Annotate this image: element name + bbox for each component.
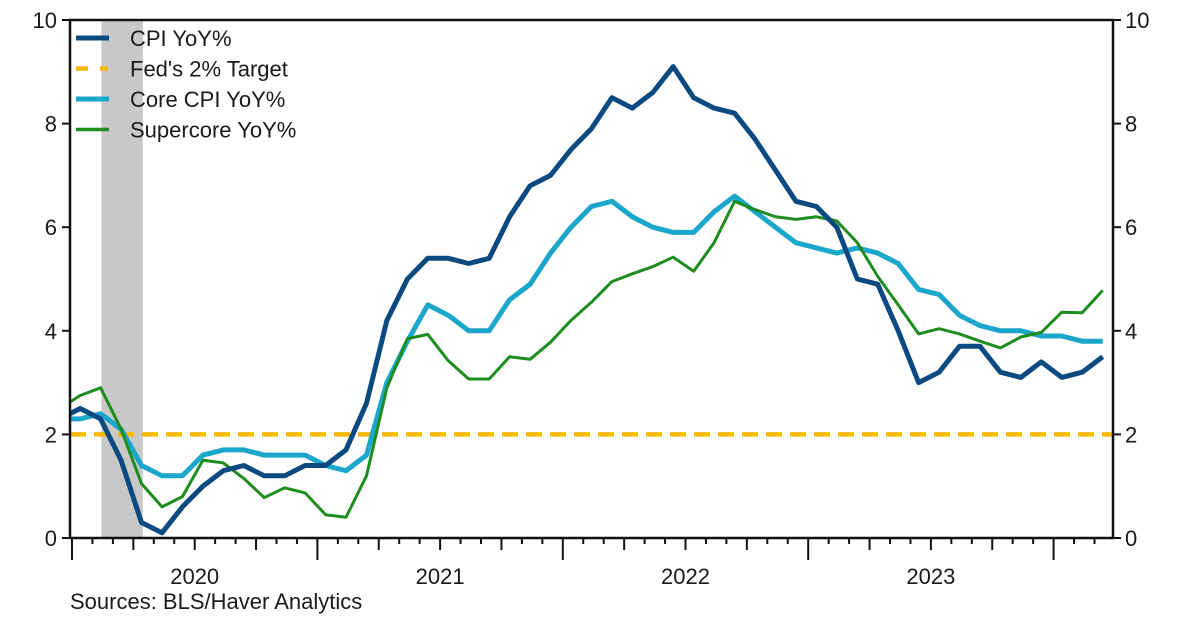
y-tick-label-right: 2 — [1125, 422, 1137, 447]
y-tick-label-right: 4 — [1125, 319, 1137, 344]
x-tick-label-year: 2023 — [906, 564, 955, 589]
legend-label: Core CPI YoY% — [130, 87, 285, 112]
series-line-cpi-yoy — [70, 64, 1105, 536]
y-tick-label-left: 10 — [33, 8, 57, 33]
series-layer — [70, 64, 1113, 536]
y-tick-label-left: 0 — [45, 526, 57, 551]
y-tick-label-right: 0 — [1125, 526, 1137, 551]
plot-frame — [68, 18, 1115, 540]
x-tick-label-year: 2021 — [416, 564, 465, 589]
legend-item: CPI YoY% — [76, 26, 232, 51]
y-tick-label-left: 8 — [45, 112, 57, 137]
y-tick-label-right: 6 — [1125, 215, 1137, 240]
series-line-core-cpi-yoy — [70, 193, 1103, 479]
y-tick-label-left: 6 — [45, 215, 57, 240]
y-tick-label-left: 2 — [45, 422, 57, 447]
legend-item: Core CPI YoY% — [76, 87, 285, 112]
legend-item: Fed's 2% Target — [76, 57, 288, 82]
legend-label: Fed's 2% Target — [130, 57, 288, 82]
y-axis-right: 0 2 4 6 8 10 — [1113, 8, 1149, 551]
x-axis: 2020 2021 2022 2023 — [71, 538, 1096, 589]
legend-item: Supercore YoY% — [76, 118, 296, 143]
x-tick-label-year: 2020 — [170, 564, 219, 589]
legend: CPI YoY% Fed's 2% Target Core CPI YoY% Supe… — [76, 26, 296, 143]
legend-label: Supercore YoY% — [130, 118, 296, 143]
y-axis-left: 0 2 4 6 8 10 — [33, 8, 70, 551]
x-tick-label-year: 2022 — [661, 564, 710, 589]
y-tick-label-left: 4 — [45, 319, 57, 344]
y-tick-label-right: 8 — [1125, 112, 1137, 137]
source-note: Sources: BLS/Haver Analytics — [70, 589, 362, 614]
legend-label: CPI YoY% — [130, 26, 232, 51]
y-tick-label-right: 10 — [1125, 8, 1149, 33]
